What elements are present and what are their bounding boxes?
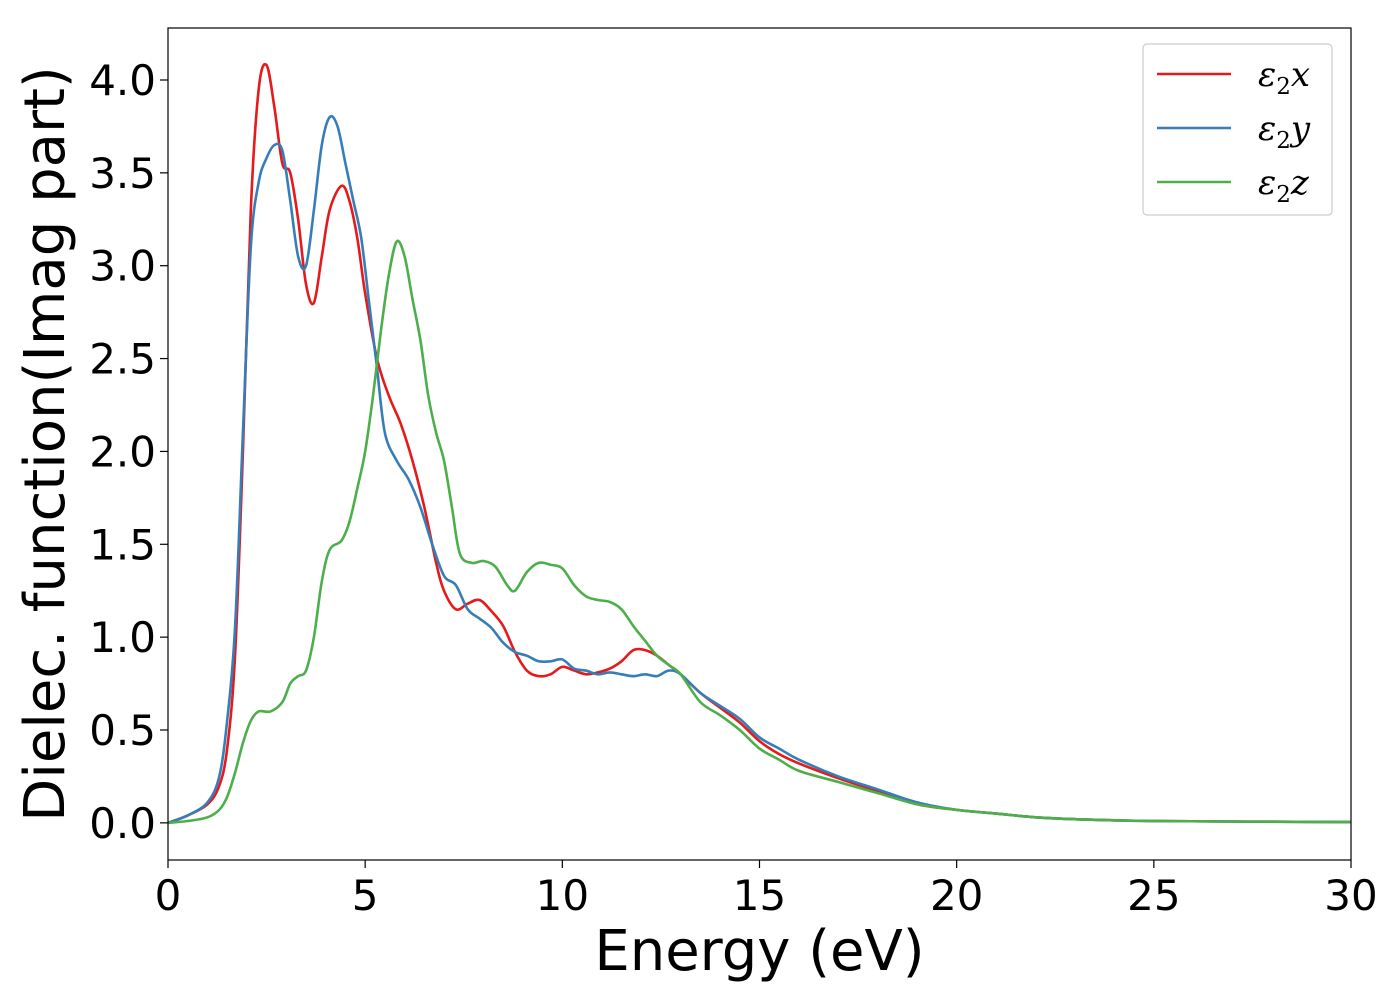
legend-label-y: ε2y: [1258, 109, 1311, 154]
series-line-x: [167, 62, 1352, 825]
y-axis-label: Dielec. function(Imag part): [13, 66, 78, 822]
x-tick-label: 25: [1127, 871, 1180, 920]
series-line-y: [167, 114, 1352, 825]
x-tick-label: 20: [930, 871, 983, 920]
y-tick-label: 2.5: [89, 335, 156, 384]
x-axis: 0 5 10 15 20 25 30: [155, 860, 1378, 920]
x-tick-label: 5: [352, 871, 379, 920]
legend: ε2x ε2y ε2z: [1142, 43, 1333, 216]
y-tick-label: 2.0: [89, 427, 156, 476]
y-tick-label: 1.0: [89, 613, 156, 662]
x-tick-label: 15: [733, 871, 786, 920]
legend-frame: [1142, 43, 1333, 216]
series-layer: [167, 62, 1352, 825]
x-tick-label: 30: [1324, 871, 1377, 920]
legend-label-z: ε2z: [1258, 163, 1310, 208]
y-tick-label: 3.5: [89, 149, 156, 198]
x-tick-label: 10: [536, 871, 589, 920]
x-axis-label: Energy (eV): [594, 919, 924, 984]
series-line-z: [167, 239, 1352, 825]
y-tick-label: 0.0: [89, 799, 156, 848]
y-tick-label: 4.0: [89, 56, 156, 105]
y-tick-label: 3.0: [89, 242, 156, 291]
y-tick-label: 0.5: [89, 706, 156, 755]
x-tick-label: 0: [155, 871, 182, 920]
y-tick-label: 1.5: [89, 520, 156, 569]
legend-label-x: ε2x: [1258, 55, 1310, 100]
y-axis: 0.0 0.5 1.0 1.5 2.0 2.5 3.0 3.5 4.0: [89, 56, 168, 848]
